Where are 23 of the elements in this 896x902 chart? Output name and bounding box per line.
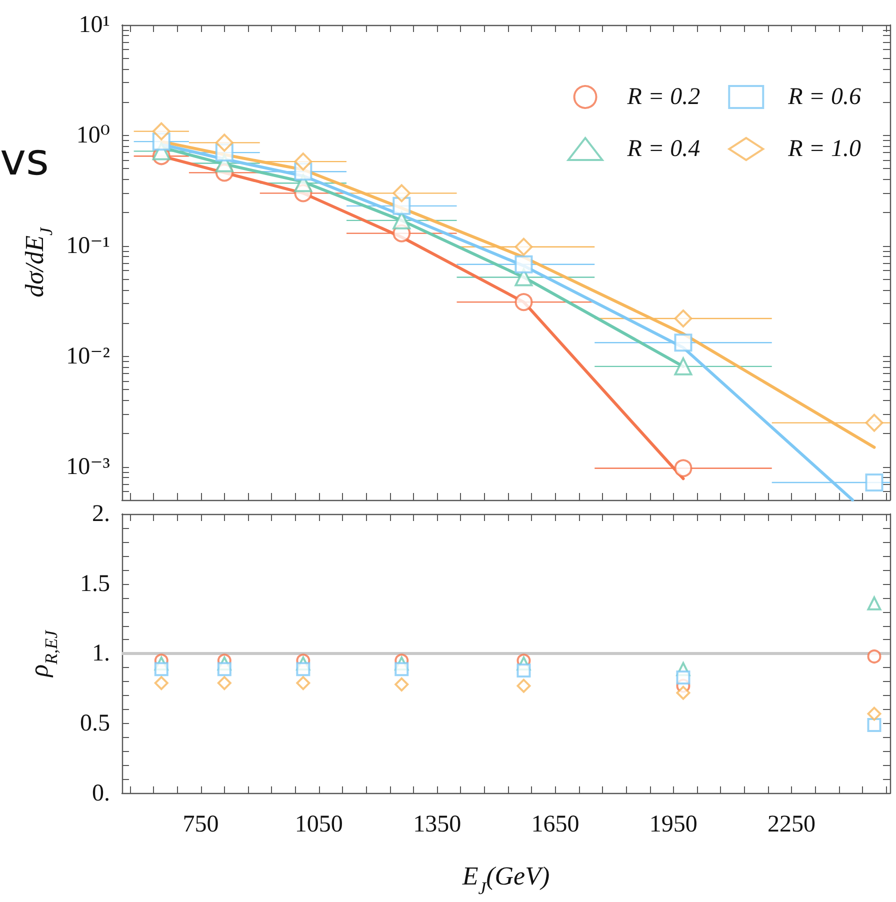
y-tick-label: 1. xyxy=(92,640,110,667)
y-axis-title: dσ/dEJ xyxy=(20,226,56,298)
legend-label: R = 0.4 xyxy=(626,136,700,162)
y-axis-title: ρR,EJ xyxy=(24,629,61,678)
y-tick-label: 10⁻³ xyxy=(66,454,110,480)
text: vs xyxy=(0,134,49,186)
y-tick-label: 1.5 xyxy=(80,570,110,597)
legend-label: R = 1.0 xyxy=(787,136,862,162)
y-tick-label: 10⁰ xyxy=(76,122,110,148)
y-tick-label: 0. xyxy=(92,780,110,806)
y-tick-label: 10⁻¹ xyxy=(66,232,110,259)
y-tick-label: 10¹ xyxy=(78,12,110,38)
y-tick-label: 2. xyxy=(92,501,110,527)
x-tick-label: 1650 xyxy=(531,812,580,838)
x-tick-label: 750 xyxy=(182,812,219,838)
x-tick-label: 1350 xyxy=(413,812,462,838)
y-tick-label: 0.5 xyxy=(80,710,110,737)
x-tick-label: 1050 xyxy=(294,812,343,838)
x-tick-label: 2250 xyxy=(768,812,816,838)
legend-label: R = 0.6 xyxy=(787,84,862,110)
x-tick-label: 1950 xyxy=(649,812,698,838)
legend-label: R = 0.2 xyxy=(626,84,700,110)
y-tick-label: 10⁻² xyxy=(66,343,110,370)
